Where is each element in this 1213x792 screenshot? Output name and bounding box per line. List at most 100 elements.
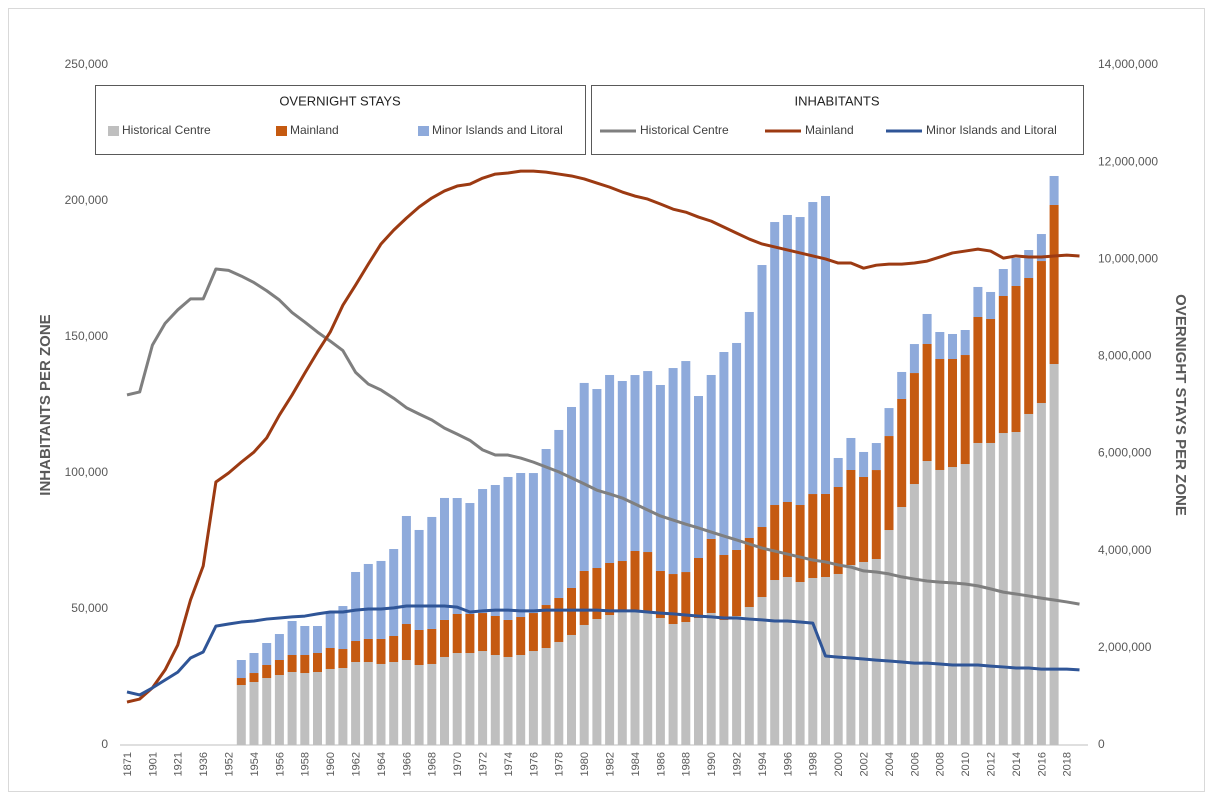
bar bbox=[300, 626, 310, 655]
x-tick-label: 2008 bbox=[935, 752, 947, 776]
y2-tick-label: 6,000,000 bbox=[1098, 446, 1152, 460]
bar bbox=[617, 381, 627, 562]
bar bbox=[694, 558, 703, 618]
bar bbox=[528, 613, 538, 652]
bar bbox=[249, 673, 259, 683]
y2-tick-label: 14,000,000 bbox=[1098, 57, 1158, 71]
x-tick-label: 1980 bbox=[579, 752, 591, 776]
bar bbox=[313, 653, 322, 672]
x-tick-label: 1921 bbox=[173, 752, 185, 776]
bar bbox=[986, 318, 996, 443]
bar bbox=[236, 660, 246, 679]
bar bbox=[846, 437, 856, 470]
bar bbox=[249, 653, 259, 674]
bar bbox=[554, 641, 564, 745]
bar bbox=[274, 660, 284, 676]
bar bbox=[376, 560, 386, 639]
bar bbox=[973, 286, 983, 317]
bar bbox=[948, 467, 957, 745]
bar bbox=[986, 442, 996, 745]
bar bbox=[287, 654, 297, 672]
bar bbox=[998, 269, 1008, 297]
x-tick-label: 1976 bbox=[528, 752, 540, 776]
legend-title: OVERNIGHT STAYS bbox=[279, 93, 401, 108]
bar bbox=[567, 406, 576, 588]
x-tick-label: 1974 bbox=[503, 752, 515, 776]
x-tick-label: 1972 bbox=[478, 752, 490, 776]
bar bbox=[465, 503, 475, 615]
bar bbox=[427, 628, 437, 664]
bar bbox=[363, 661, 373, 745]
bar bbox=[732, 615, 742, 745]
bar bbox=[821, 576, 830, 745]
bar bbox=[884, 530, 894, 745]
bar bbox=[1049, 204, 1059, 365]
x-tick-label: 2010 bbox=[960, 752, 972, 776]
bar bbox=[274, 675, 284, 745]
x-tick-label: 1958 bbox=[300, 752, 312, 776]
legend-box bbox=[591, 85, 1084, 155]
x-tick-label: 1996 bbox=[782, 752, 794, 776]
bar bbox=[401, 515, 411, 625]
bar bbox=[973, 442, 983, 745]
y-tick-label: 50,000 bbox=[71, 601, 108, 615]
bar bbox=[668, 574, 678, 625]
x-tick-label: 1952 bbox=[224, 752, 236, 776]
bar bbox=[490, 615, 500, 655]
bar bbox=[440, 497, 449, 620]
bar bbox=[1036, 403, 1046, 745]
bar bbox=[414, 529, 424, 630]
bar bbox=[948, 359, 957, 468]
bar bbox=[528, 473, 538, 614]
bar bbox=[325, 612, 335, 649]
bar bbox=[732, 342, 742, 550]
bar bbox=[617, 561, 627, 613]
y2-tick-label: 2,000,000 bbox=[1098, 640, 1152, 654]
legend-label: Mainland bbox=[290, 123, 339, 137]
y-tick-label: 0 bbox=[101, 737, 108, 751]
bar bbox=[401, 660, 411, 745]
bar bbox=[274, 634, 284, 660]
y2-tick-label: 0 bbox=[1098, 737, 1105, 751]
bar bbox=[605, 615, 615, 745]
bar bbox=[1049, 364, 1059, 745]
bar bbox=[414, 665, 424, 745]
bar bbox=[1024, 413, 1034, 745]
bar bbox=[846, 469, 856, 565]
bar bbox=[655, 570, 665, 618]
x-tick-label: 1986 bbox=[655, 752, 667, 776]
x-tick-label: 2012 bbox=[986, 752, 998, 776]
bar bbox=[681, 361, 691, 573]
bar bbox=[503, 476, 513, 620]
legend-swatch bbox=[108, 126, 119, 136]
bar bbox=[884, 436, 894, 531]
bar bbox=[719, 554, 729, 620]
y2-tick-label: 8,000,000 bbox=[1098, 349, 1152, 363]
bar bbox=[465, 614, 475, 654]
y2-tick-label: 12,000,000 bbox=[1098, 154, 1158, 168]
x-tick-label: 1966 bbox=[401, 752, 413, 776]
bar bbox=[554, 429, 564, 598]
bar bbox=[782, 501, 792, 577]
bar bbox=[922, 313, 932, 344]
bar bbox=[808, 578, 818, 745]
bar bbox=[998, 433, 1008, 745]
bar bbox=[871, 559, 881, 745]
x-tick-label: 2016 bbox=[1036, 752, 1048, 776]
bar bbox=[833, 573, 843, 745]
bar bbox=[351, 571, 361, 642]
bar bbox=[236, 678, 246, 686]
bar bbox=[706, 374, 716, 539]
x-tick-label: 1998 bbox=[808, 752, 820, 776]
x-tick-label: 1960 bbox=[325, 752, 337, 776]
legend-label: Historical Centre bbox=[640, 123, 729, 137]
bar bbox=[922, 461, 932, 745]
bar bbox=[630, 551, 640, 611]
bar bbox=[655, 384, 665, 571]
bar bbox=[732, 549, 742, 616]
bar bbox=[389, 549, 399, 637]
bar bbox=[846, 564, 856, 745]
bar bbox=[833, 457, 843, 487]
bar bbox=[909, 344, 919, 374]
